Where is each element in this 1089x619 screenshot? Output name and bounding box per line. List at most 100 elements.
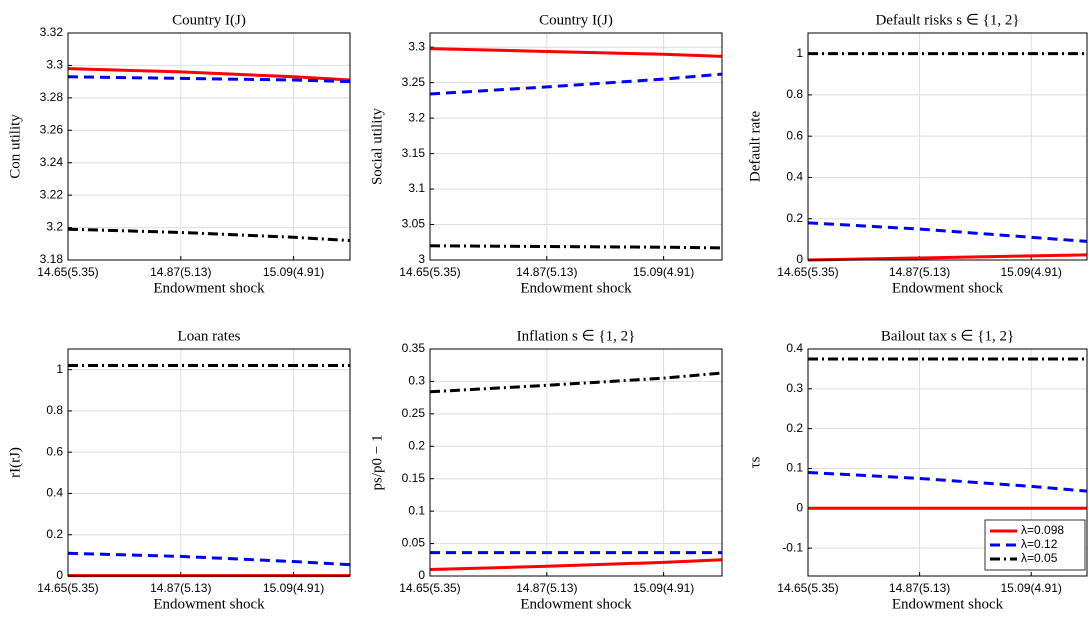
x-axis-label: Endowment shock [520, 280, 632, 296]
subplot: 14.65(5.35) 14.87(5.13) 15.09(4.91) -0.1 0 0.… [747, 328, 1088, 612]
axes-box [67, 348, 351, 577]
y-tick-label: 0.1 [408, 503, 425, 517]
y-tick-label: 0.4 [786, 341, 803, 355]
y-tick-label: 0.05 [402, 536, 426, 550]
y-tick-label: 0 [796, 252, 803, 266]
y-axis-label: Con utility [7, 114, 23, 179]
subplot: 14.65(5.35) 14.87(5.13) 15.09(4.91) 3.18 3.2… [7, 12, 351, 296]
series-line [429, 47, 723, 58]
x-tick-label: 14.87(5.13) [889, 581, 950, 595]
series-line [807, 253, 1088, 262]
plot-area [430, 349, 722, 576]
y-tick-label: 0 [56, 568, 63, 582]
x-tick-label: 15.09(4.91) [263, 581, 324, 595]
subplot: 14.65(5.35) 14.87(5.13) 15.09(4.91) 0 0.2 0.4… [7, 328, 351, 612]
y-tick-label: 0.3 [786, 381, 803, 395]
plot-area [68, 33, 350, 260]
x-axis-label: Endowment shock [153, 596, 265, 612]
x-tick-label: 15.09(4.91) [633, 581, 694, 595]
axes-box [429, 348, 723, 577]
y-tick-label: 3.3 [46, 58, 63, 72]
y-tick-label: 3.05 [402, 217, 426, 231]
y-axis-label: τs [747, 456, 763, 468]
x-tick-label: 14.87(5.13) [889, 265, 950, 279]
x-tick-label: 14.65(5.35) [37, 265, 98, 279]
y-tick-label: 0.1 [786, 461, 803, 475]
x-axis-label: Endowment shock [153, 280, 265, 296]
x-tick-label: 14.87(5.13) [150, 581, 211, 595]
y-tick-label: 3.18 [40, 252, 64, 266]
series-line [67, 551, 351, 567]
legend-label: λ=0.05 [1021, 551, 1058, 565]
y-tick-label: 0 [418, 568, 425, 582]
legend-label: λ=0.12 [1021, 537, 1058, 551]
x-axis-label: Endowment shock [520, 596, 632, 612]
y-tick-label: 0.6 [46, 444, 63, 458]
series-line [67, 75, 351, 84]
y-tick-label: 3.2 [408, 110, 425, 124]
y-tick-label: 3 [418, 252, 425, 266]
series-line [429, 558, 723, 572]
subplot: 14.65(5.35) 14.87(5.13) 15.09(4.91) 0 0.2 0.4… [747, 12, 1088, 296]
y-tick-label: 0.2 [46, 527, 63, 541]
x-axis-label: Endowment shock [892, 596, 1004, 612]
y-tick-label: 0.2 [408, 438, 425, 452]
plot-area [68, 349, 350, 576]
y-tick-label: 3.15 [402, 146, 426, 160]
axes-box [807, 348, 1088, 577]
y-axis-label: rI(rJ) [7, 447, 23, 478]
axes-box [67, 32, 351, 261]
plot-area [808, 33, 1087, 260]
y-tick-label: 0.25 [402, 406, 426, 420]
series-line [429, 244, 723, 250]
y-tick-label: 1 [56, 362, 63, 376]
y-tick-label: 0.8 [786, 87, 803, 101]
series-line [67, 227, 351, 243]
series-line [67, 67, 351, 82]
series-line [429, 371, 723, 394]
x-tick-label: 14.65(5.35) [777, 265, 838, 279]
y-tick-label: 1 [796, 46, 803, 60]
x-tick-label: 14.65(5.35) [399, 265, 460, 279]
series-line [807, 470, 1088, 493]
y-tick-label: 3.24 [40, 155, 64, 169]
x-tick-label: 14.87(5.13) [516, 581, 577, 595]
x-tick-label: 14.87(5.13) [516, 265, 577, 279]
y-tick-label: 3.1 [408, 181, 425, 195]
y-tick-label: 0.2 [786, 421, 803, 435]
x-axis-label: Endowment shock [892, 280, 1004, 296]
axes-box [807, 32, 1088, 261]
y-tick-label: -0.1 [782, 540, 803, 554]
y-axis-label: ps/p0 − 1 [369, 435, 385, 491]
series-line [429, 72, 723, 96]
y-tick-label: 0 [796, 500, 803, 514]
chart-title: Default risks s ∈ {1, 2} [875, 12, 1019, 28]
axes-box [429, 32, 723, 261]
y-tick-label: 0.15 [402, 471, 426, 485]
y-tick-label: 0.6 [786, 128, 803, 142]
y-axis-label: Default rate [747, 111, 763, 183]
x-tick-label: 15.09(4.91) [633, 265, 694, 279]
x-tick-label: 15.09(4.91) [1001, 265, 1062, 279]
chart-title: Loan rates [178, 328, 241, 344]
y-tick-label: 0.4 [46, 486, 63, 500]
chart-title: Country I(J) [539, 12, 613, 28]
x-tick-label: 14.65(5.35) [37, 581, 98, 595]
x-tick-label: 14.87(5.13) [150, 265, 211, 279]
y-axis-label: Social utility [369, 107, 385, 185]
y-tick-label: 0.2 [786, 211, 803, 225]
y-tick-label: 3.3 [408, 39, 425, 53]
x-tick-label: 14.65(5.35) [777, 581, 838, 595]
y-tick-label: 3.22 [40, 187, 64, 201]
y-tick-label: 3.32 [40, 25, 64, 39]
legend-box [984, 519, 1086, 571]
y-tick-label: 0.3 [408, 374, 425, 388]
chart-title: Bailout tax s ∈ {1, 2} [881, 328, 1014, 344]
y-tick-label: 3.2 [46, 220, 63, 234]
y-tick-label: 3.25 [402, 75, 426, 89]
plot-area [430, 33, 722, 260]
y-tick-label: 0.8 [46, 403, 63, 417]
series-line [807, 221, 1088, 243]
